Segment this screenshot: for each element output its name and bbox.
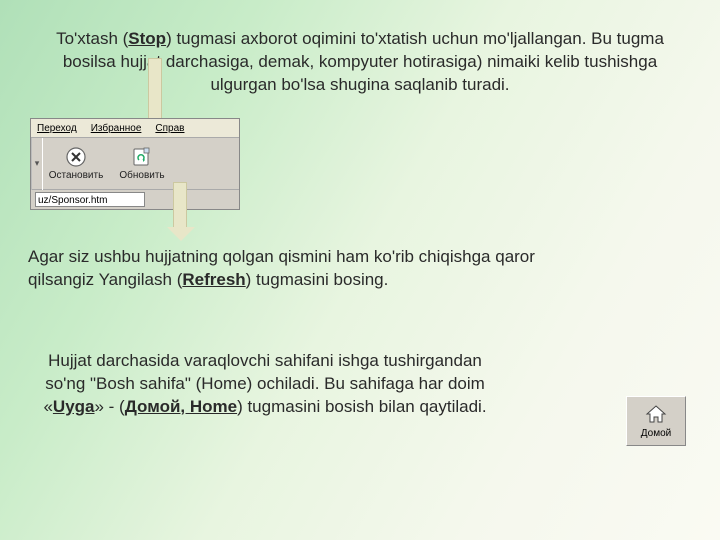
menu-item-favorites[interactable]: Избранное: [91, 123, 142, 134]
paragraph-stop: To'xtash (Stop) tugmasi axborot oqimini …: [50, 28, 670, 97]
text: ) tugmasini bosish bilan qaytiladi.: [237, 397, 486, 416]
home-icon: [645, 403, 667, 425]
text: » - (: [95, 397, 125, 416]
home-button-label: Домой: [641, 428, 671, 439]
address-input[interactable]: uz/Sponsor.htm: [35, 192, 145, 207]
domoy-keyword: Домой, Home: [125, 397, 237, 416]
stop-icon: [65, 146, 87, 168]
paragraph-home: Hujjat darchasida varaqlovchi sahifani i…: [30, 350, 500, 419]
browser-toolbar-snippet: Переход Избранное Справ ▾ Остановить: [30, 118, 240, 210]
refresh-icon: [131, 146, 153, 168]
toolbar-row: ▾ Остановить Обновить: [31, 138, 239, 190]
refresh-keyword: Refresh: [182, 270, 245, 289]
paragraph-refresh: Agar siz ushbu hujjatning qolgan qismini…: [28, 246, 588, 292]
stop-keyword: Stop: [128, 29, 166, 48]
refresh-button[interactable]: Обновить: [109, 140, 175, 188]
menu-bar: Переход Избранное Справ: [31, 119, 239, 138]
text: ) tugmasini bosing.: [246, 270, 389, 289]
uyga-keyword: Uyga: [53, 397, 95, 416]
toolbar-chevron-icon[interactable]: ▾: [31, 138, 43, 190]
menu-item-go[interactable]: Переход: [37, 123, 77, 134]
stop-button[interactable]: Остановить: [43, 140, 109, 188]
home-button[interactable]: Домой: [626, 396, 686, 446]
text: To'xtash (: [56, 29, 128, 48]
arrow-to-refresh: [173, 182, 187, 228]
stop-button-label: Остановить: [49, 170, 104, 181]
address-bar-row: uz/Sponsor.htm: [31, 190, 239, 208]
refresh-button-label: Обновить: [119, 170, 164, 181]
menu-item-help[interactable]: Справ: [155, 123, 184, 134]
